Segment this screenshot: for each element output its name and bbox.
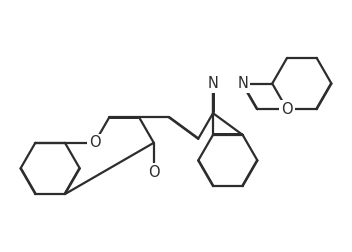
Text: O: O <box>148 165 159 180</box>
Text: O: O <box>281 102 293 117</box>
Text: N: N <box>237 76 248 91</box>
Text: N: N <box>208 76 219 91</box>
Text: O: O <box>89 135 100 150</box>
